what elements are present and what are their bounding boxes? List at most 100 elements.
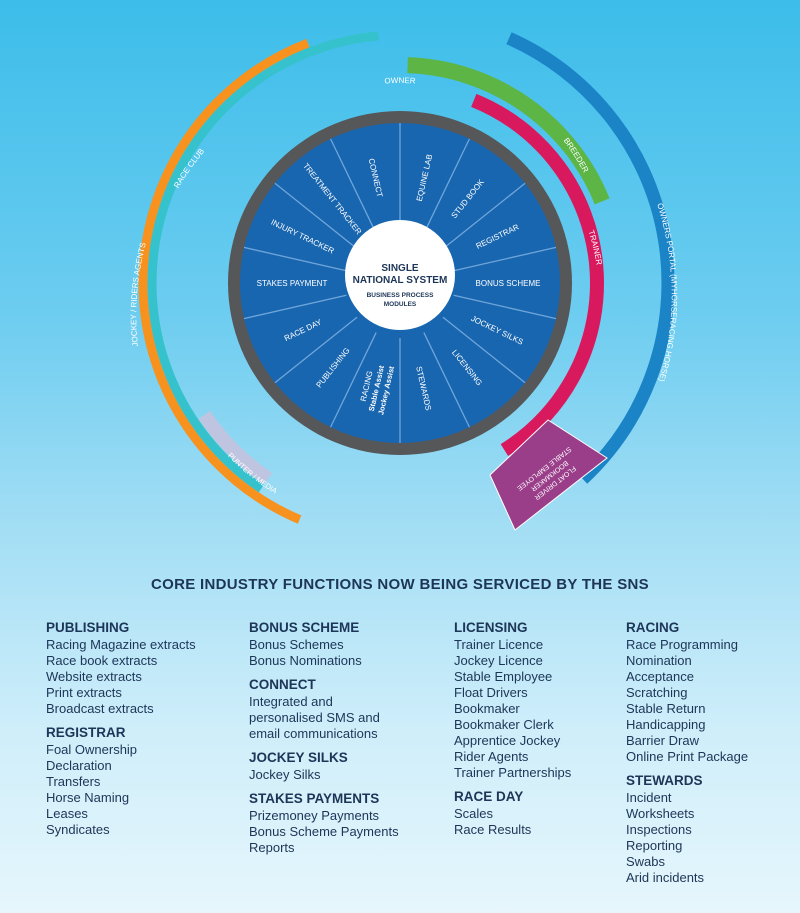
function-item: Float Drivers (454, 685, 528, 700)
centre-hub (345, 220, 455, 330)
orange-arc (138, 38, 310, 524)
function-group-title: REGISTRAR (46, 725, 126, 740)
magenta-arc (471, 93, 604, 456)
function-item: Handicapping (626, 717, 706, 732)
stakeholder-arcs (138, 31, 675, 524)
function-item: Prizemoney Payments (249, 808, 380, 823)
function-item: email communications (249, 726, 378, 741)
segment-divider (274, 316, 358, 384)
segment-divider (243, 294, 347, 320)
owner-label: OWNER (384, 76, 416, 86)
segment-label: BONUS SCHEME (476, 279, 541, 288)
function-item: Incident (626, 790, 672, 805)
function-item: Bonus Nominations (249, 653, 362, 668)
function-item: Syndicates (46, 822, 110, 837)
function-group: RACE DAY Scales Race Results (454, 789, 571, 838)
function-item: Scratching (626, 685, 688, 700)
function-item: Transfers (46, 774, 101, 789)
segment-divider (442, 316, 526, 384)
function-group-title: JOCKEY SILKS (249, 750, 348, 765)
function-item: Rider Agents (454, 749, 529, 764)
function-group-title: STEWARDS (626, 773, 703, 788)
function-group-title: RACING (626, 620, 680, 635)
function-group: STAKES PAYMENTS Prizemoney Payments Bonus … (249, 791, 399, 856)
segment-divider (243, 246, 347, 272)
function-group: REGISTRAR Foal Ownership Declaration Transf… (46, 725, 196, 838)
float-driver-box (489, 419, 608, 531)
green-arc (407, 57, 610, 205)
function-group-title: PUBLISHING (46, 620, 130, 635)
centre-title-line-1: SINGLE (381, 263, 419, 274)
segment-stakes-payment[interactable]: STAKES PAYMENT (257, 279, 328, 288)
segment-label: STAKES PAYMENT (257, 279, 328, 288)
function-item: Declaration (46, 758, 112, 773)
function-group: STEWARDS Incident Worksheets Inspections Rep… (626, 773, 748, 886)
function-column-1: PUBLISHING Racing Magazine extracts Race b… (46, 620, 196, 846)
function-group: JOCKEY SILKS Jockey Silks (249, 750, 399, 783)
function-item: Bookmaker Clerk (454, 717, 554, 732)
function-group: PUBLISHING Racing Magazine extracts Race b… (46, 620, 196, 717)
function-item: Reports (249, 840, 295, 855)
function-item: Stable Employee (454, 669, 553, 684)
function-group: BONUS SCHEME Bonus Schemes Bonus Nominatio… (249, 620, 399, 669)
core-functions-heading: CORE INDUSTRY FUNCTIONS NOW BEING SERVIC… (151, 576, 649, 593)
segment-bonus-scheme[interactable]: BONUS SCHEME (476, 279, 541, 288)
function-item: Nomination (626, 653, 692, 668)
segment-divider (423, 138, 471, 234)
function-item: Jockey Licence (454, 653, 543, 668)
function-item: Bonus Schemes (249, 637, 344, 652)
function-item: Racing Magazine extracts (46, 637, 196, 652)
segment-divider (329, 138, 377, 234)
function-group-title: LICENSING (454, 620, 528, 635)
function-item: Worksheets (626, 806, 695, 821)
function-group: RACING Race Programming Nomination Acceptan… (626, 620, 748, 765)
function-item: Race Programming (626, 637, 738, 652)
function-item: Barrier Draw (626, 733, 699, 748)
centre-subtitle-line-1: BUSINESS PROCESS (367, 292, 434, 299)
function-item: Bookmaker (454, 701, 520, 716)
function-item: Reporting (626, 838, 683, 853)
function-group-title: RACE DAY (454, 789, 524, 804)
function-group: CONNECT Integrated and personalised SMS an… (249, 677, 399, 742)
function-item: Bonus Scheme Payments (249, 824, 399, 839)
function-column-3: LICENSING Trainer Licence Jockey Licence St… (454, 620, 571, 846)
function-group-title: STAKES PAYMENTS (249, 791, 380, 806)
centre-title-line-2: NATIONAL SYSTEM (353, 275, 448, 286)
owners-portal-arc (506, 32, 675, 484)
function-item: Trainer Licence (454, 637, 544, 652)
function-item: Online Print Package (626, 749, 749, 764)
function-item: Acceptance (626, 669, 694, 684)
segment-divider (423, 332, 471, 428)
function-item: Integrated and (249, 694, 333, 709)
function-item: Scales (454, 806, 494, 821)
function-item: Trainer Partnerships (454, 765, 572, 780)
segment-divider (329, 332, 377, 428)
function-item: Broadcast extracts (46, 701, 154, 716)
function-group-title: BONUS SCHEME (249, 620, 360, 635)
function-column-4: RACING Race Programming Nomination Acceptan… (626, 620, 748, 894)
function-item: Horse Naming (46, 790, 130, 805)
function-item: Print extracts (46, 685, 122, 700)
segment-divider (453, 294, 557, 320)
function-item: Race book extracts (46, 653, 158, 668)
function-group-title: CONNECT (249, 677, 316, 692)
function-item: Leases (46, 806, 88, 821)
function-item: Stable Return (626, 701, 706, 716)
segment-divider (274, 182, 358, 250)
function-item: Arid incidents (626, 870, 705, 885)
centre-subtitle-line-2: MODULES (384, 301, 417, 308)
function-item: Swabs (626, 854, 666, 869)
function-column-2: BONUS SCHEME Bonus Schemes Bonus Nominatio… (249, 620, 399, 864)
function-item: Website extracts (46, 669, 142, 684)
punter-media-arc (198, 410, 273, 485)
function-item: Jockey Silks (249, 767, 321, 782)
teal-arc (147, 31, 379, 493)
function-item: Foal Ownership (46, 742, 138, 757)
function-item: Apprentice Jockey (454, 733, 561, 748)
function-item: personalised SMS and (249, 710, 380, 725)
segment-divider (453, 246, 557, 272)
segment-divider (442, 182, 526, 250)
function-item: Race Results (454, 822, 532, 837)
function-group: LICENSING Trainer Licence Jockey Licence St… (454, 620, 571, 781)
